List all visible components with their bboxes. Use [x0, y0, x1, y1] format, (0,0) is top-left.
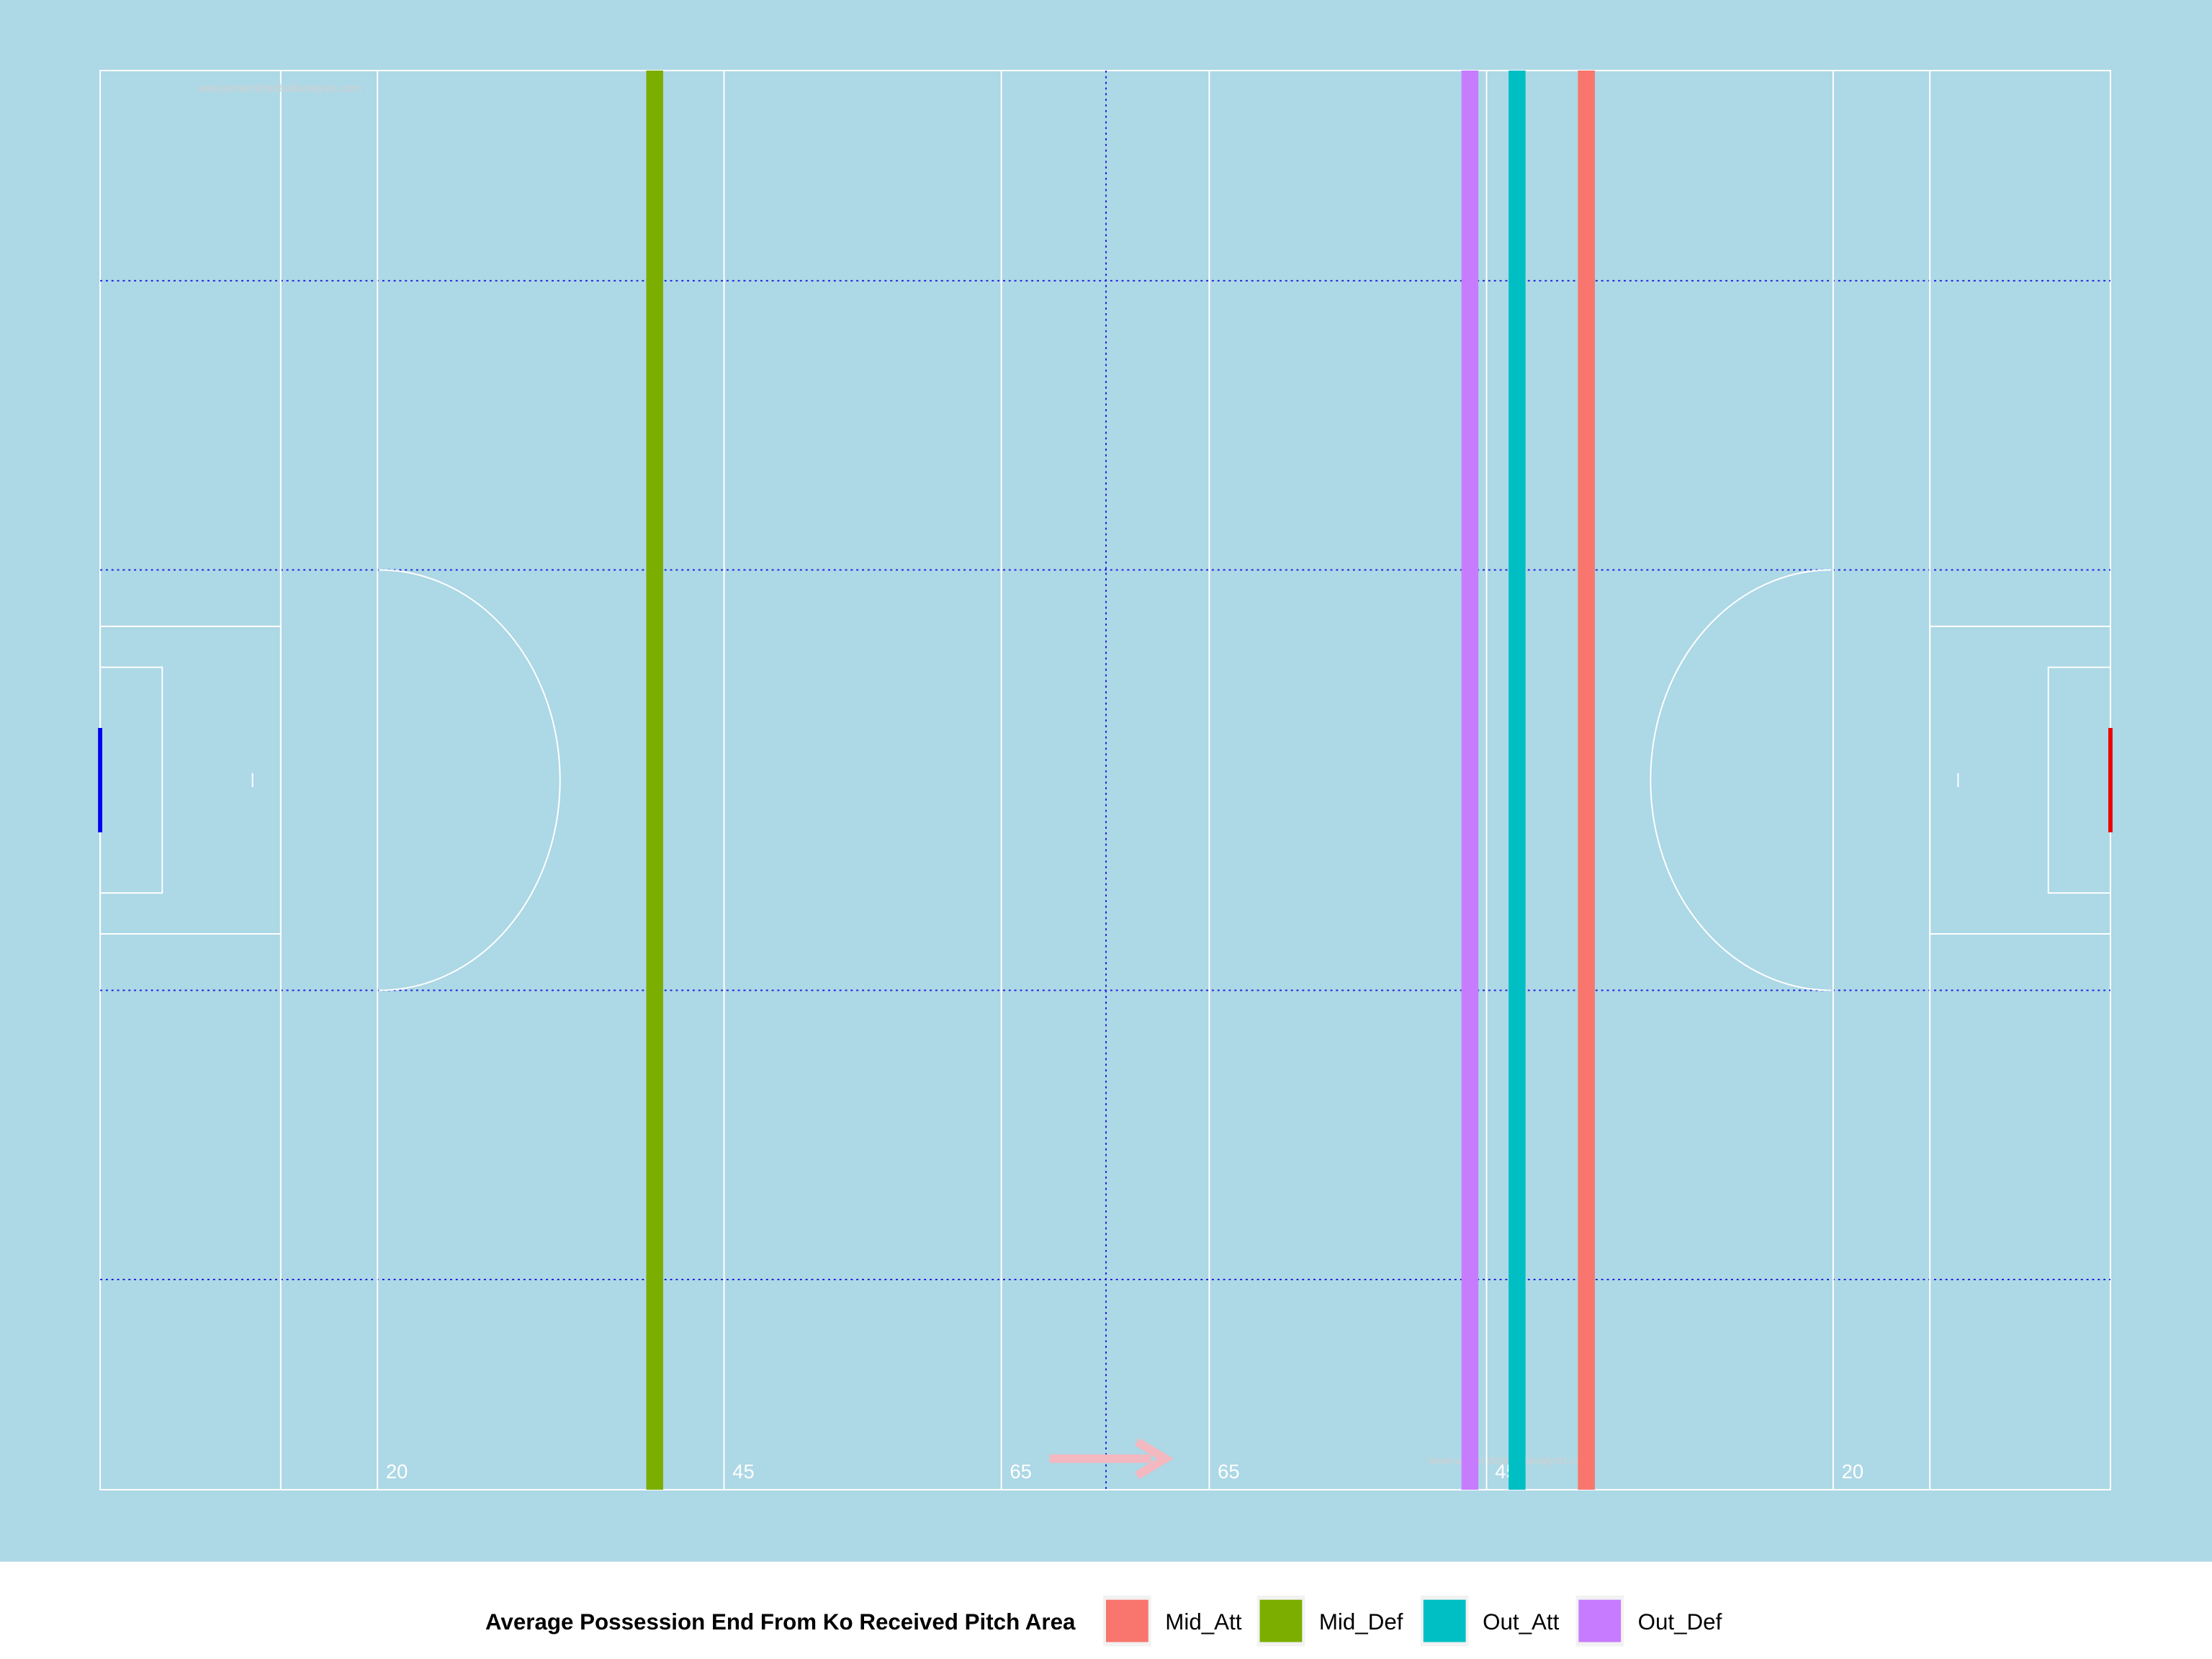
arc — [379, 569, 561, 992]
possession-line — [1461, 70, 1479, 1490]
legend-label: Mid_Def — [1319, 1609, 1403, 1635]
possession-line — [1509, 70, 1526, 1490]
legend-label: Mid_Att — [1165, 1609, 1242, 1635]
legend-key — [1106, 1599, 1148, 1642]
possession-line — [1578, 70, 1595, 1490]
x-tick-label: 20 — [1842, 1460, 1863, 1483]
x-tick-label: 65 — [1010, 1460, 1031, 1483]
legend-key — [1259, 1599, 1303, 1642]
x-tick-label: 20 — [386, 1460, 408, 1483]
possession-line — [646, 70, 664, 1490]
legend-label: Out_Def — [1638, 1609, 1722, 1635]
direction-arrow — [1135, 1438, 1174, 1480]
legend-key — [1423, 1599, 1466, 1642]
arc — [1650, 569, 1832, 992]
x-tick-label: 65 — [1218, 1460, 1239, 1483]
legend-label: Out_Att — [1483, 1609, 1560, 1635]
legend-key — [1578, 1599, 1622, 1642]
watermark: www.wintersfootballanalysis.com — [197, 82, 361, 94]
x-tick-label: 45 — [732, 1460, 754, 1483]
legend-title: Average Possession End From Ko Received … — [485, 1609, 1076, 1635]
